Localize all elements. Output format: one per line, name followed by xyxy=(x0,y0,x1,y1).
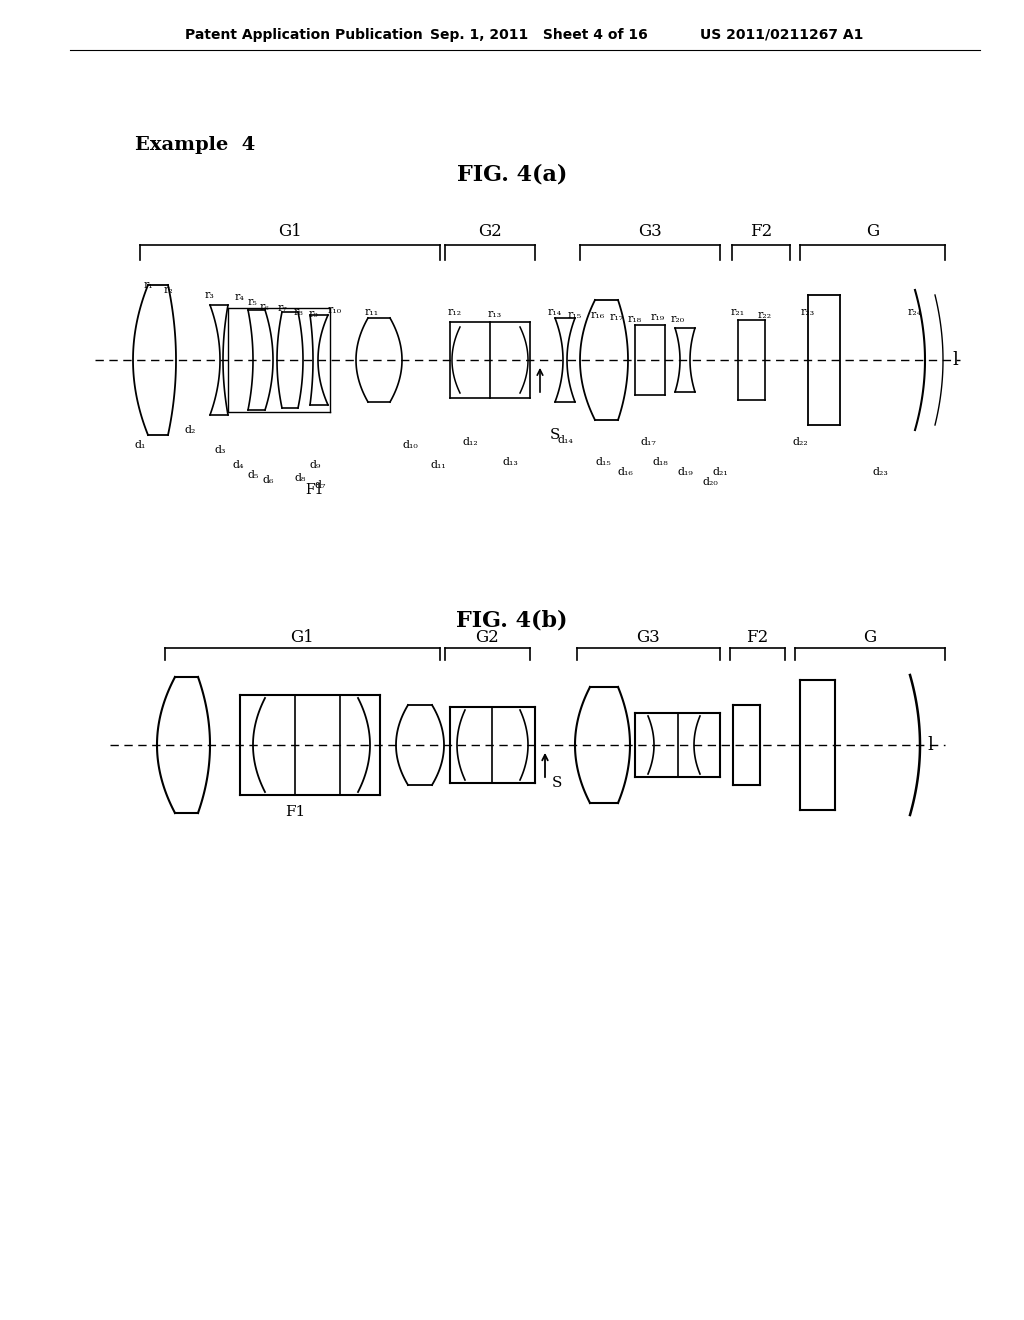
Text: d₁₅: d₁₅ xyxy=(595,457,611,467)
Text: r₁₃: r₁₃ xyxy=(487,309,502,319)
Text: F2: F2 xyxy=(750,223,772,240)
Text: r₃: r₃ xyxy=(205,290,215,300)
Text: r₇: r₇ xyxy=(279,304,288,313)
Text: G1: G1 xyxy=(279,223,302,240)
Text: r₁₆: r₁₆ xyxy=(591,310,605,319)
Text: r₂₄: r₂₄ xyxy=(908,308,923,317)
Text: d₁₁: d₁₁ xyxy=(430,459,445,470)
Text: d₆: d₆ xyxy=(262,475,273,484)
Text: r₁₁: r₁₁ xyxy=(365,308,379,317)
Text: G1: G1 xyxy=(290,628,314,645)
Text: G3: G3 xyxy=(636,628,659,645)
Text: l: l xyxy=(952,351,957,370)
Text: r₁₄: r₁₄ xyxy=(548,308,562,317)
Text: d₁: d₁ xyxy=(134,440,145,450)
Text: r₉: r₉ xyxy=(308,309,317,319)
Text: G: G xyxy=(866,223,880,240)
Text: r₂₂: r₂₂ xyxy=(758,310,772,319)
Text: r₆: r₆ xyxy=(260,302,270,312)
Text: d₁₆: d₁₆ xyxy=(617,467,633,477)
Text: d₂₂: d₂₂ xyxy=(793,437,808,447)
Text: r₁₂: r₁₂ xyxy=(447,308,462,317)
Text: d₁₈: d₁₈ xyxy=(652,457,668,467)
Text: r₅: r₅ xyxy=(247,297,257,308)
Text: Patent Application Publication: Patent Application Publication xyxy=(185,28,423,42)
Text: r₄: r₄ xyxy=(236,292,245,302)
Text: r₁: r₁ xyxy=(143,280,153,290)
Text: r₁₀: r₁₀ xyxy=(328,305,342,315)
Text: d₇: d₇ xyxy=(314,480,326,490)
Text: FIG. 4(a): FIG. 4(a) xyxy=(457,164,567,186)
Text: G2: G2 xyxy=(475,628,499,645)
Text: d₉: d₉ xyxy=(309,459,321,470)
Text: FIG. 4(b): FIG. 4(b) xyxy=(457,609,567,631)
Text: r₁₉: r₁₉ xyxy=(651,312,665,322)
Text: r₂₀: r₂₀ xyxy=(671,314,685,323)
Text: d₁₂: d₁₂ xyxy=(462,437,478,447)
Text: d₁₃: d₁₃ xyxy=(502,457,518,467)
Text: S: S xyxy=(550,428,560,442)
Text: F1: F1 xyxy=(285,805,305,818)
Text: r₁₇: r₁₇ xyxy=(610,312,624,322)
Text: G2: G2 xyxy=(478,223,502,240)
Text: F2: F2 xyxy=(745,628,768,645)
Text: d₁₇: d₁₇ xyxy=(640,437,656,447)
Text: r₁₈: r₁₈ xyxy=(628,314,642,323)
Text: l: l xyxy=(927,737,933,754)
Text: d₃: d₃ xyxy=(214,445,225,455)
Text: r₈: r₈ xyxy=(293,308,303,317)
Text: G: G xyxy=(863,628,877,645)
Text: d₂₀: d₂₀ xyxy=(702,477,718,487)
Text: d₂₃: d₂₃ xyxy=(872,467,888,477)
Text: r₁₅: r₁₅ xyxy=(568,310,582,319)
Text: d₁₄: d₁₄ xyxy=(557,436,573,445)
Text: d₁₀: d₁₀ xyxy=(402,440,418,450)
Text: d₄: d₄ xyxy=(232,459,244,470)
Text: r₂₁: r₂₁ xyxy=(731,308,745,317)
Text: F1: F1 xyxy=(306,483,325,498)
Text: d₈: d₈ xyxy=(294,473,306,483)
Text: Example  4: Example 4 xyxy=(135,136,255,154)
Text: d₁₉: d₁₉ xyxy=(677,467,693,477)
Text: d₅: d₅ xyxy=(248,470,259,480)
Text: Sep. 1, 2011   Sheet 4 of 16: Sep. 1, 2011 Sheet 4 of 16 xyxy=(430,28,648,42)
Text: r₂: r₂ xyxy=(163,285,173,294)
Text: S: S xyxy=(552,776,562,789)
Text: US 2011/0211267 A1: US 2011/0211267 A1 xyxy=(700,28,863,42)
Text: r₂₃: r₂₃ xyxy=(801,308,815,317)
Text: d₂: d₂ xyxy=(184,425,196,436)
Text: d₂₁: d₂₁ xyxy=(712,467,728,477)
Text: G3: G3 xyxy=(638,223,662,240)
